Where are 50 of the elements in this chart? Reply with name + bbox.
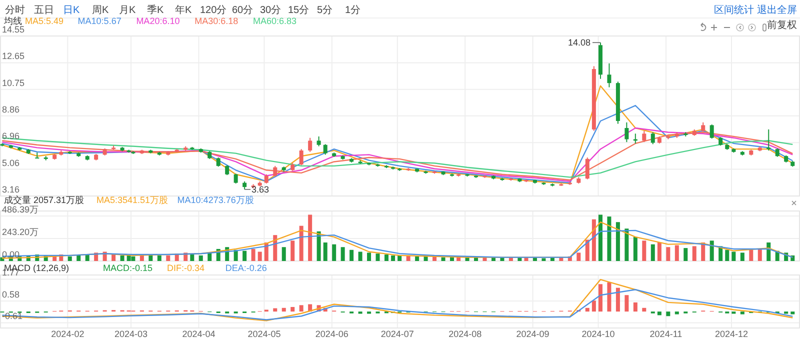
text: DIF:-0.34	[167, 263, 205, 273]
y-tick-label: 10.75	[2, 78, 25, 88]
x-tick-label: 2024-08	[448, 329, 482, 339]
x-tick-label: 2024-05	[248, 329, 281, 339]
text: DEA:-0.26	[225, 263, 267, 273]
text: 120分	[200, 4, 227, 16]
x-tick-label: 2024-07	[380, 329, 414, 339]
y-tick-label: 14.55	[2, 24, 25, 34]
x-tick-label: 2024-02	[51, 329, 84, 339]
text: 60分	[232, 4, 254, 16]
y-tick-label: 243.20万	[2, 226, 39, 237]
text: 季K	[147, 4, 164, 16]
x-tick-label: 2024-03	[114, 329, 148, 339]
y-tick-label: 12.65	[2, 51, 25, 62]
text: 前复权	[767, 19, 797, 31]
text: MACD:-0.15	[103, 263, 153, 273]
chart-title: 成交量 2057.31万股	[4, 195, 84, 205]
text: MA10:5.67	[78, 16, 122, 26]
text: 年K	[175, 4, 192, 16]
text: 周K	[92, 5, 109, 16]
x-tick-label: 2024-11	[650, 329, 682, 339]
x-tick-label: 2024-12	[714, 329, 748, 339]
annotation: 3.63	[252, 184, 270, 194]
x-tick-label: 2024-04	[182, 329, 216, 339]
y-tick-label: 3.16	[2, 184, 20, 194]
x-tick-label: 2024-09	[516, 329, 550, 339]
text: 五日	[34, 5, 54, 16]
text: 1分	[345, 4, 361, 16]
text: MA20:6.10	[136, 16, 180, 26]
text: 5分	[317, 4, 333, 16]
legend-title: 均线	[3, 16, 22, 26]
text: MA30:6.18	[194, 16, 238, 26]
text: 分时	[5, 4, 25, 16]
y-tick-label: 0.58	[2, 289, 20, 300]
text: MA5:5.49	[25, 16, 64, 26]
text: 月K	[119, 5, 136, 16]
text: 30分	[260, 4, 282, 16]
text: 区间统计	[714, 4, 754, 16]
text: MA60:6.83	[253, 16, 297, 26]
text: 退出全屏	[757, 4, 797, 16]
x-tick-label: 2024-06	[315, 329, 348, 339]
y-tick-label: 8.86	[2, 104, 20, 114]
y-tick-label: 486.39万	[2, 204, 39, 214]
text: MA5:3541.51万股	[96, 195, 168, 205]
annotation: 14.08	[568, 38, 590, 48]
y-tick-label: 5.06	[2, 158, 20, 168]
text: 日K	[63, 5, 80, 16]
text: 15分	[288, 4, 310, 16]
x-tick-label: 2024-10	[582, 329, 615, 339]
text: MA10:4273.76万股	[177, 195, 254, 205]
